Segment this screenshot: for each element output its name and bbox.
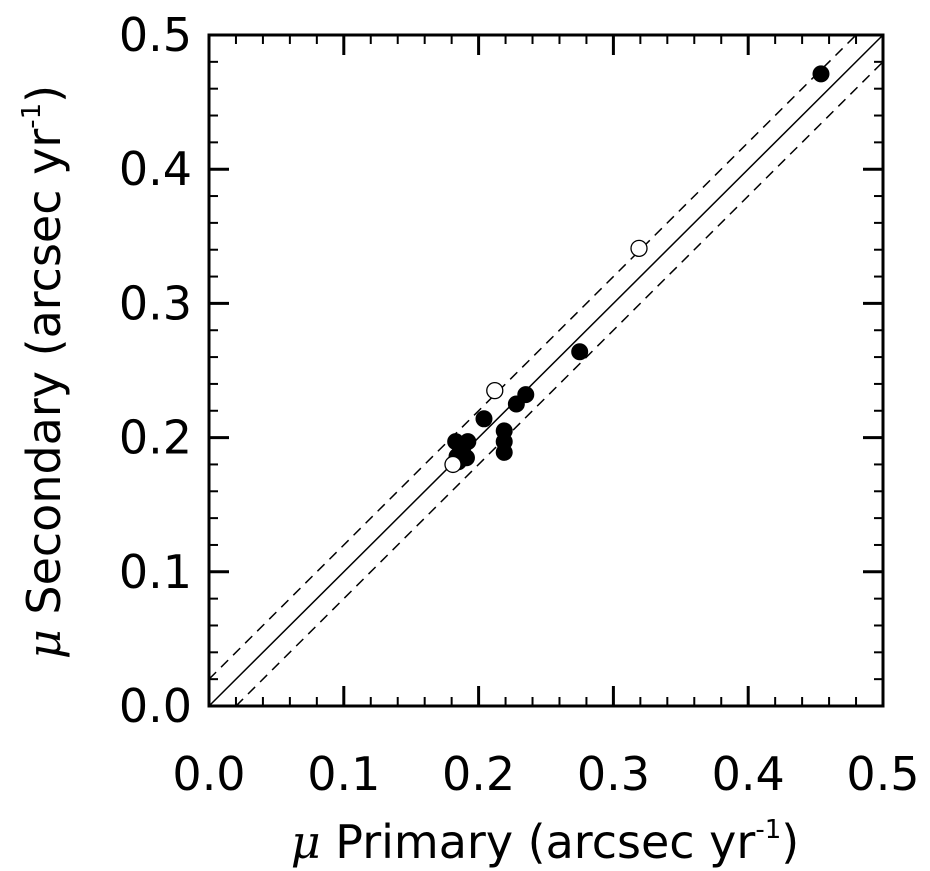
one-to-one-line: [209, 35, 883, 706]
y-tick-label: 0.2: [119, 411, 192, 465]
filled-data-point: [507, 395, 525, 413]
open-data-point: [444, 455, 462, 474]
x-axis-title: μ Primary (arcsec yr-1): [291, 815, 799, 869]
filled-data-point: [495, 443, 513, 461]
reference-lines: [209, 35, 883, 706]
x-tick-label: 0.0: [172, 747, 245, 801]
filled-data-point: [571, 343, 589, 361]
x-tick-labels: 0.0 0.1 0.2 0.3 0.4 0.5: [172, 747, 919, 801]
y-tick-label: 0.1: [119, 545, 192, 599]
y-tick-label: 0.4: [119, 142, 192, 196]
filled-data-point: [812, 65, 830, 83]
x-tick-label: 0.3: [577, 747, 650, 801]
filled-data-point: [475, 410, 493, 428]
data-points: [444, 65, 830, 474]
y-tick-label: 0.3: [119, 276, 192, 330]
y-tick-label: 0.5: [119, 8, 192, 62]
x-tick-label: 0.2: [442, 747, 515, 801]
open-data-point: [630, 239, 648, 258]
dashed-offset-line: [209, 35, 857, 680]
dashed-offset-line: [235, 61, 883, 706]
x-tick-label: 0.1: [307, 747, 380, 801]
y-axis-title: μ Secondary (arcsec yr-1): [17, 85, 71, 659]
x-tick-label: 0.4: [712, 747, 785, 801]
x-tick-label: 0.5: [846, 747, 919, 801]
plot-frame: [207, 33, 885, 708]
y-tick-label: 0.0: [119, 679, 192, 733]
y-tick-labels: 0.0 0.1 0.2 0.3 0.4 0.5: [119, 8, 192, 733]
open-data-point: [486, 381, 504, 400]
